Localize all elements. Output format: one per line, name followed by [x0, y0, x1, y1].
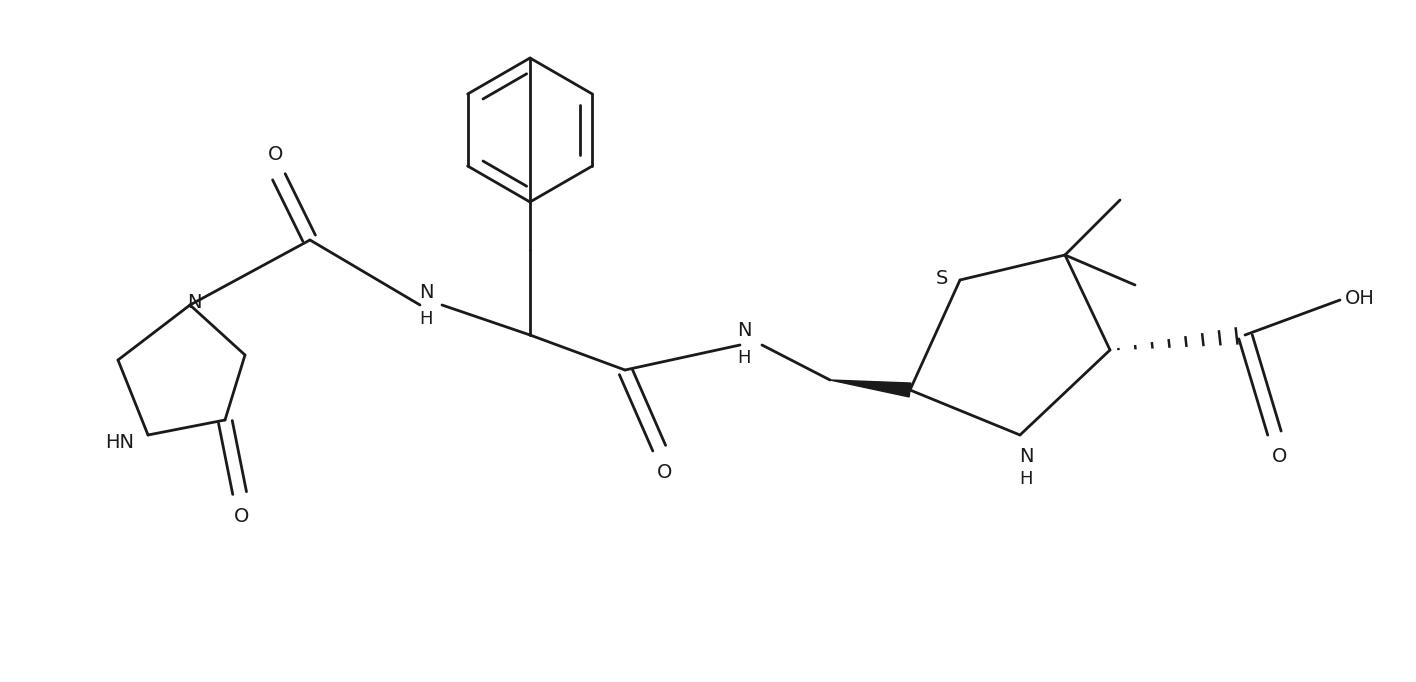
Text: O: O — [657, 462, 673, 481]
Text: N: N — [187, 293, 201, 312]
Text: N: N — [1018, 447, 1034, 466]
Text: OH: OH — [1345, 288, 1375, 308]
Text: H: H — [738, 349, 750, 367]
Text: H: H — [419, 310, 433, 328]
Text: O: O — [268, 145, 283, 164]
Polygon shape — [830, 380, 910, 397]
Text: S: S — [936, 269, 949, 288]
Text: N: N — [736, 321, 752, 340]
Text: O: O — [234, 507, 249, 527]
Text: HN: HN — [105, 434, 135, 452]
Text: N: N — [419, 284, 433, 303]
Text: H: H — [1020, 470, 1032, 488]
Text: O: O — [1273, 447, 1287, 466]
